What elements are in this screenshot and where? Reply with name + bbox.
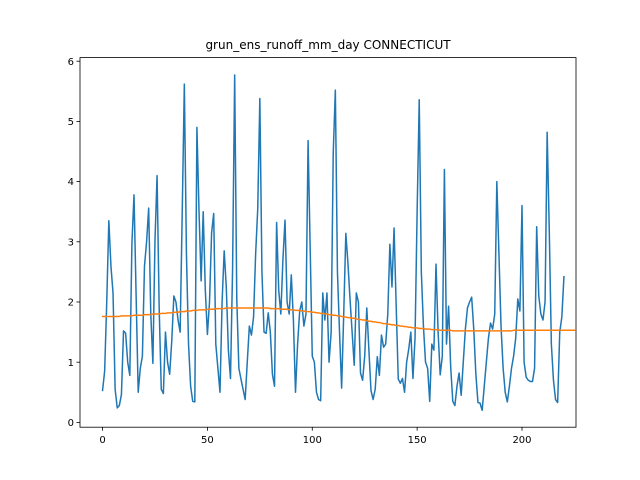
y-tick-label: 3 [68,237,74,248]
y-tick-label: 6 [68,57,74,68]
x-tick-label: 0 [99,435,105,446]
series-line-1 [101,74,565,412]
x-tick-label: 100 [303,435,322,446]
y-tick-label: 2 [68,298,74,309]
y-tick-label: 1 [68,358,74,369]
series-line-2 [101,307,576,332]
plot-area [79,57,577,428]
x-tick-label: 150 [408,435,427,446]
axes-frame [79,57,577,428]
series-layer [101,74,576,412]
x-tick-label: 50 [201,435,214,446]
y-tick-label: 0 [68,418,74,429]
x-tick-label: 200 [512,435,531,446]
x-axis: 0 50 100 150 200 [99,427,532,446]
y-tick-label: 4 [68,177,74,188]
chart-title: grun_ens_runoff_mm_day CONNECTICUT [205,38,451,52]
axes-background [80,57,576,428]
y-axis: 0 1 2 3 4 5 6 [68,57,80,429]
y-tick-label: 5 [68,117,74,128]
